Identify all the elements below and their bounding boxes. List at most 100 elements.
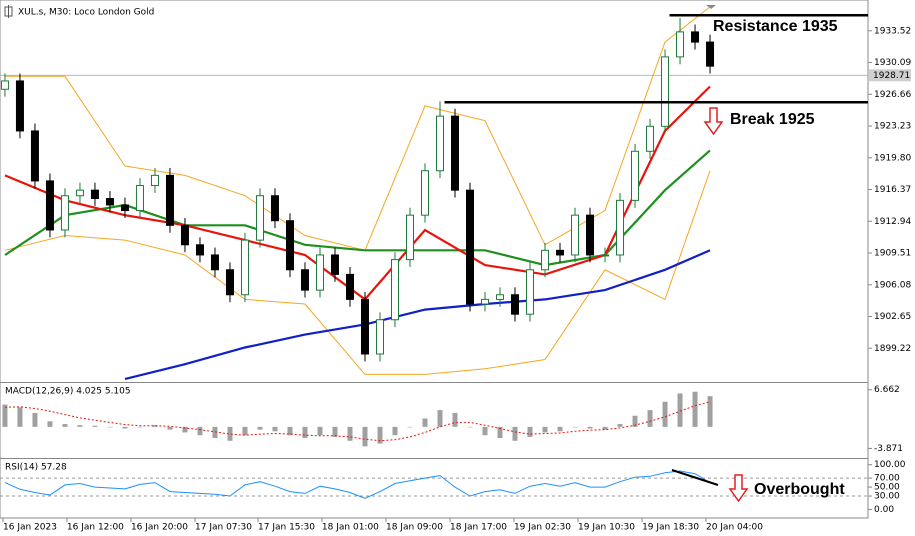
macd-bar xyxy=(512,426,518,441)
y-tick-label: 1902.65 xyxy=(874,312,911,322)
macd-bar xyxy=(707,396,713,427)
x-tick-label: 17 Jan 07:30 xyxy=(195,523,252,533)
x-tick-label: 16 Jan 2023 xyxy=(3,523,57,533)
macd-bar xyxy=(362,426,368,447)
candle-body xyxy=(661,56,670,127)
candle-body xyxy=(481,298,490,305)
macd-bar xyxy=(662,401,668,427)
macd-bar xyxy=(587,426,593,429)
candle-body xyxy=(360,298,369,355)
macd-bar xyxy=(272,426,278,432)
y-tick-label: 1899.22 xyxy=(874,344,911,354)
candle-body xyxy=(270,195,279,222)
y-tick-label: 1930.09 xyxy=(874,58,911,68)
candle-body xyxy=(135,185,144,212)
indicator-line xyxy=(4,170,711,375)
candle-body xyxy=(496,294,505,300)
candle-body xyxy=(255,195,264,241)
x-tick-label: 17 Jan 15:30 xyxy=(258,523,315,533)
candle-body xyxy=(631,150,640,201)
macd-bar xyxy=(572,426,578,428)
y-tick-label: 1919.80 xyxy=(874,153,911,163)
y-tick-label: 1933.52 xyxy=(874,26,911,36)
chart-title: XUL.s, M30: Loco London Gold xyxy=(18,8,154,18)
macd-bar xyxy=(452,412,458,427)
candle-body xyxy=(526,269,535,315)
rsi-line xyxy=(4,470,711,499)
candle-body xyxy=(165,174,174,226)
x-tick-label: 18 Jan 01:00 xyxy=(322,523,379,533)
macd-bar xyxy=(257,426,263,430)
macd-bar xyxy=(122,426,128,429)
last-price-label: 1928.71 xyxy=(873,71,910,81)
candle-body xyxy=(105,197,114,206)
x-tick-label: 18 Jan 17:00 xyxy=(450,523,507,533)
y-tick-label: 1926.66 xyxy=(874,90,911,100)
candle-body xyxy=(225,269,234,296)
y-tick-label: 1923.23 xyxy=(874,122,911,132)
candle-body xyxy=(0,80,9,90)
macd-bar xyxy=(437,410,443,427)
last-price-box xyxy=(869,69,911,82)
candle-body xyxy=(90,189,99,199)
macd-bar xyxy=(2,404,8,427)
y-tick-label: 0.00 xyxy=(874,505,894,515)
marker xyxy=(706,5,716,9)
candle-body xyxy=(150,174,159,187)
candle-body xyxy=(60,195,69,231)
y-tick-label: 70.00 xyxy=(874,474,900,484)
macd-bar xyxy=(137,426,143,428)
annotation: Resistance 1935 xyxy=(713,18,838,35)
macd-bar xyxy=(692,391,698,427)
macd-bar xyxy=(62,424,68,427)
candle-body xyxy=(466,189,475,305)
x-tick-label: 20 Jan 04:00 xyxy=(706,523,763,533)
x-tick-label: 19 Jan 10:30 xyxy=(578,523,635,533)
candle-body xyxy=(646,125,655,152)
candle-body xyxy=(300,269,309,291)
candle-body xyxy=(390,259,399,321)
x-tick-label: 19 Jan 02:30 xyxy=(514,523,571,533)
macd-bar xyxy=(557,426,563,432)
candle-body xyxy=(601,254,610,257)
candle-body xyxy=(676,31,685,58)
macd-bar xyxy=(152,425,158,427)
candle-body xyxy=(586,214,595,256)
x-tick-label: 16 Jan 12:00 xyxy=(67,523,124,533)
annotation: Overbought xyxy=(754,481,845,498)
macd-bar xyxy=(287,426,293,436)
macd-bar xyxy=(422,418,428,427)
macd-bar xyxy=(242,426,248,436)
macd-bar xyxy=(467,426,473,428)
y-tick-label: 100.00 xyxy=(874,460,906,470)
candle-body xyxy=(210,254,219,271)
down-arrow xyxy=(703,107,724,136)
macd-bar xyxy=(407,426,413,428)
macd-bar xyxy=(527,426,533,437)
candle-body xyxy=(451,115,460,191)
candle-body xyxy=(420,170,429,216)
candle-body xyxy=(541,249,550,271)
down-arrow xyxy=(728,474,749,503)
symbol-icon xyxy=(4,5,13,18)
macd-bar xyxy=(47,421,53,427)
y-tick-label: 1912.94 xyxy=(874,217,911,227)
macd-bar xyxy=(227,426,233,441)
candle-body xyxy=(195,244,204,256)
macd-bar xyxy=(632,415,638,427)
candle-body xyxy=(375,319,384,355)
y-tick-label: 1916.37 xyxy=(874,185,911,195)
macd-bar xyxy=(182,426,188,433)
candle-body xyxy=(511,294,520,315)
macd-bar xyxy=(107,426,113,428)
y-tick-label: 6.662 xyxy=(874,385,900,395)
candle-body xyxy=(75,189,84,197)
macd-bar xyxy=(497,426,503,438)
x-tick-label: 19 Jan 18:30 xyxy=(642,523,699,533)
candle-body xyxy=(405,214,414,261)
macd-bar xyxy=(392,426,398,436)
indicator-line xyxy=(124,249,711,381)
macd-bar xyxy=(302,426,308,438)
